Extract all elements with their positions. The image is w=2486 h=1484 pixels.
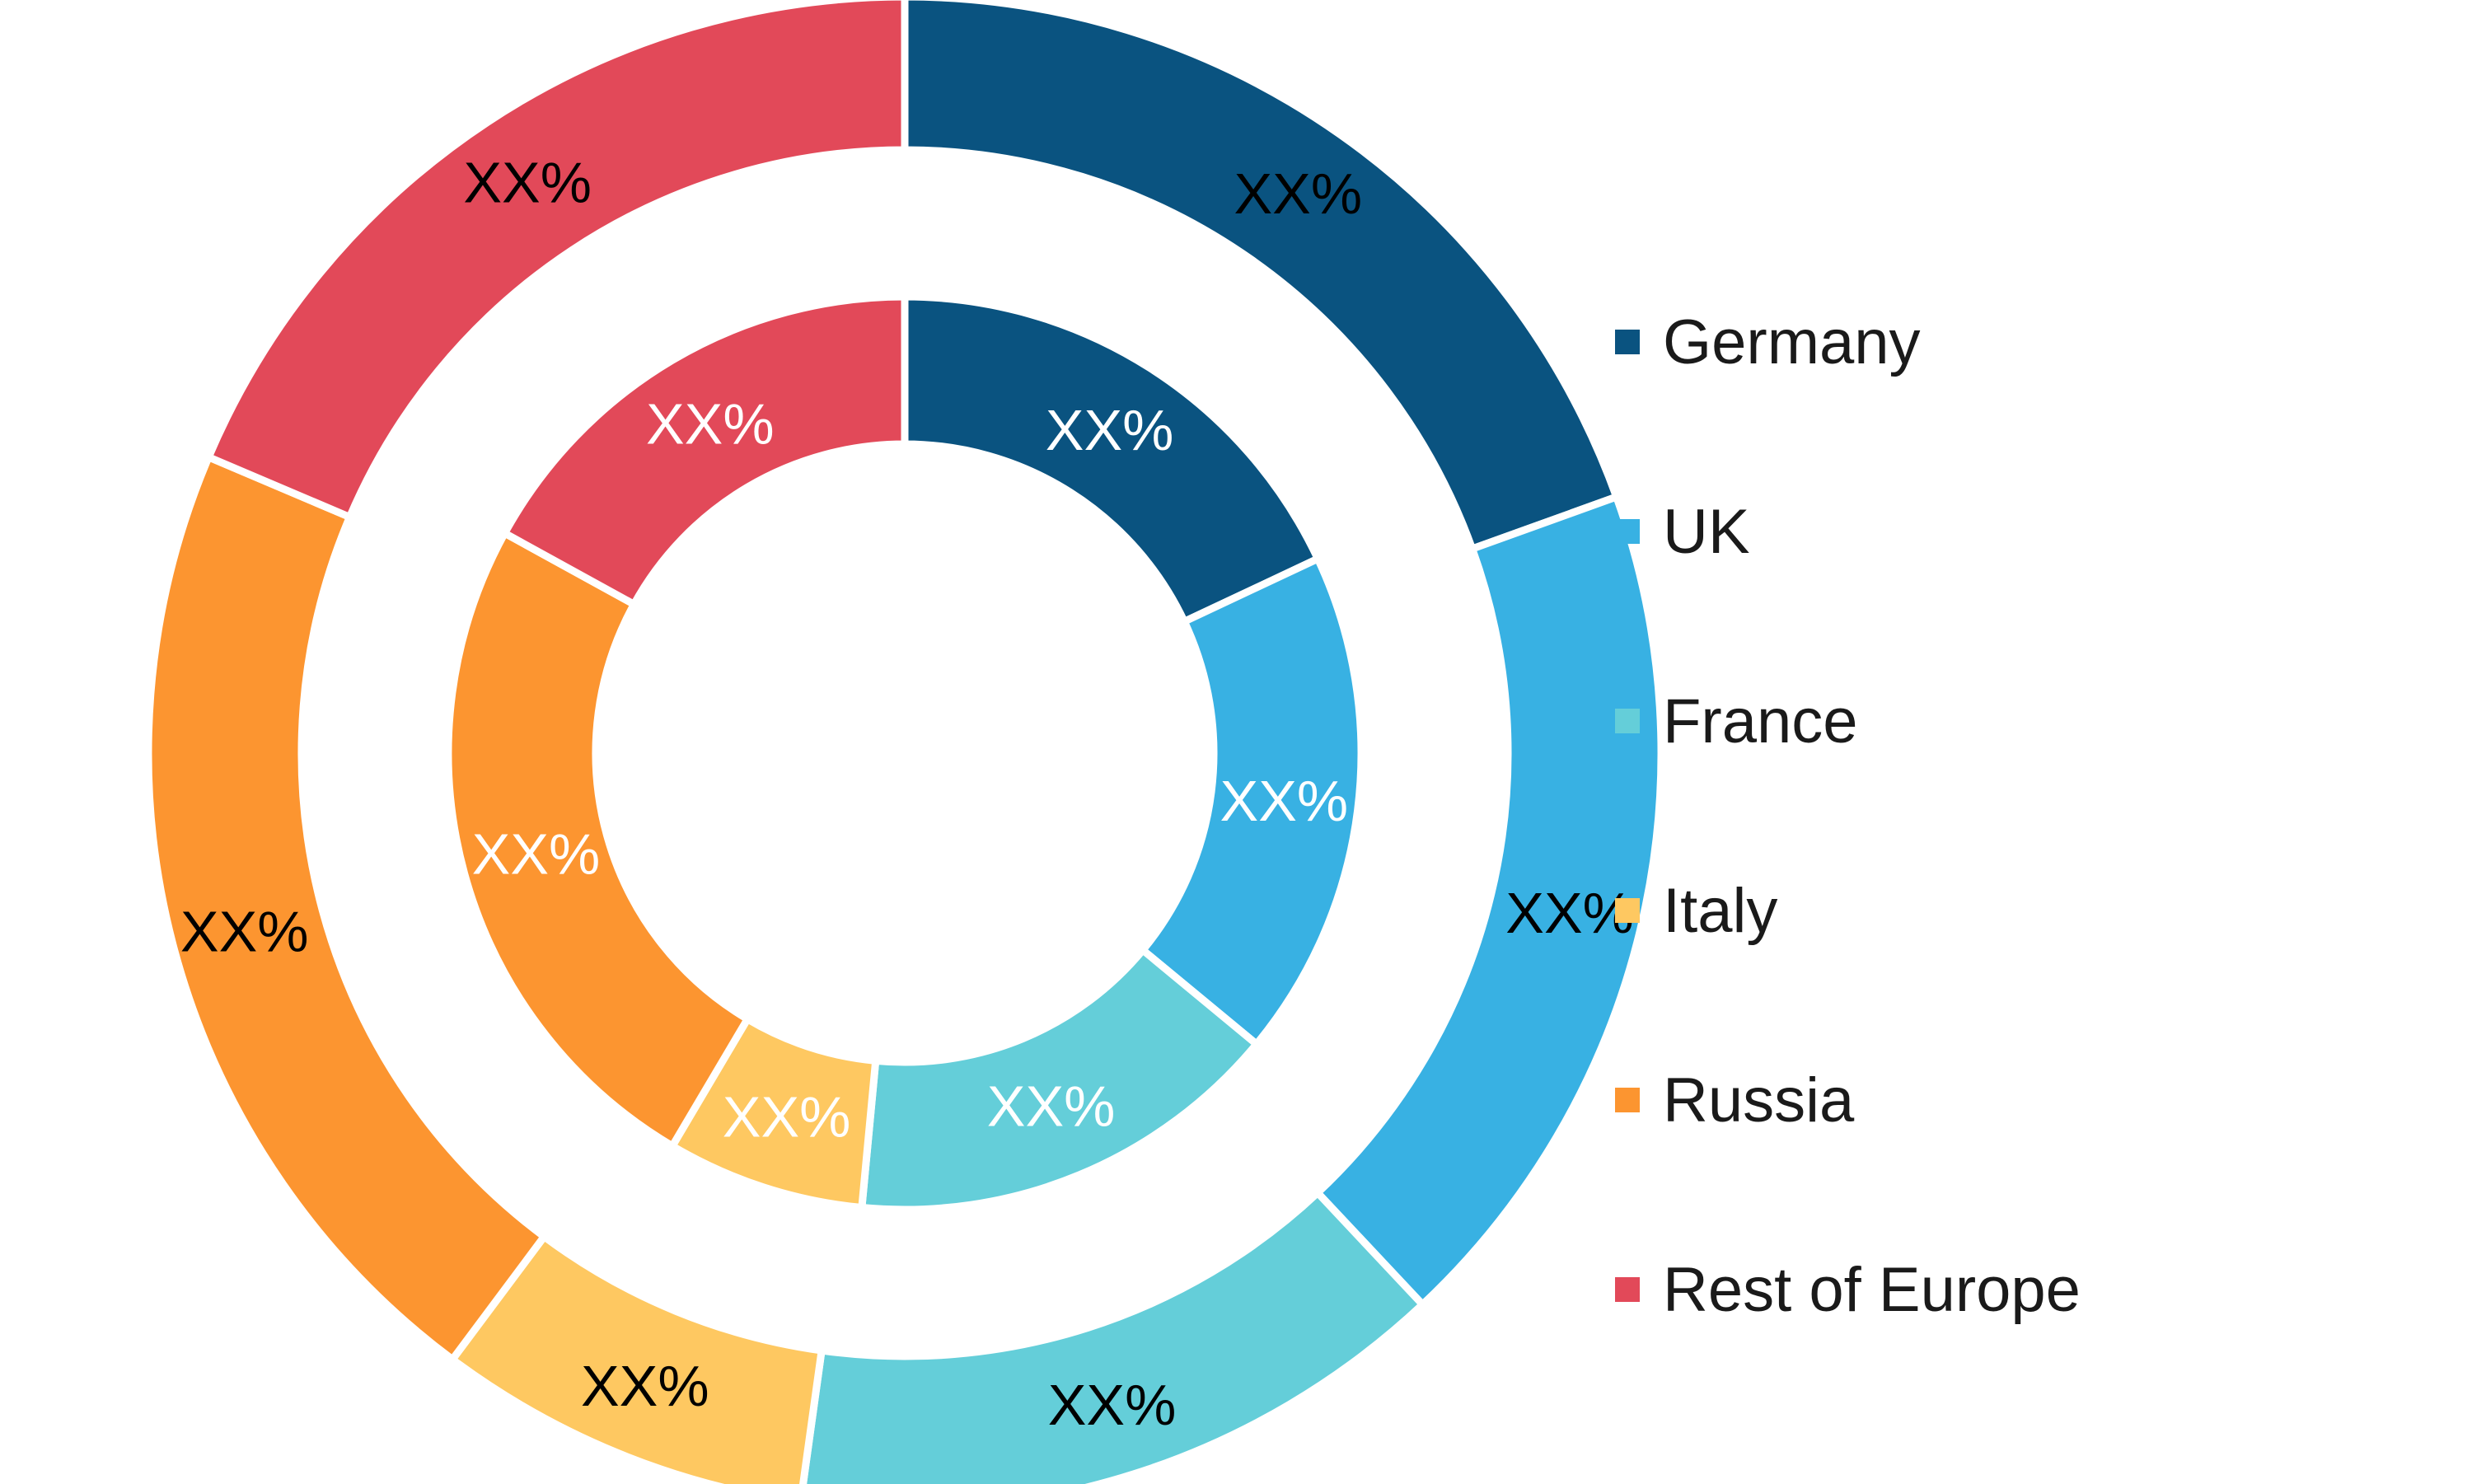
legend-item-rest-of-europe: Rest of Europe [1615, 1195, 2439, 1384]
legend-item-france: France [1615, 626, 2439, 816]
legend-item-germany: Germany [1615, 247, 2439, 437]
inner-slice-label-rest-of-europe: XX% [646, 392, 775, 456]
legend-label-france: France [1663, 686, 1858, 756]
inner-slice-uk [1137, 554, 1365, 1050]
outer-slice-france [799, 1187, 1428, 1484]
inner-slice-russia [444, 527, 753, 1152]
legend-label-russia: Russia [1663, 1065, 1855, 1135]
inner-slice-label-germany: XX% [1046, 398, 1174, 462]
legend-label-italy: Italy [1663, 875, 1778, 946]
legend-item-russia: Russia [1615, 1005, 2439, 1195]
outer-slice-germany [901, 0, 1622, 554]
legend-swatch-germany [1615, 330, 1640, 354]
outer-slice-label-rest-of-europe: XX% [463, 151, 592, 215]
legend-swatch-rest-of-europe [1615, 1277, 1640, 1302]
inner-slice-germany [901, 293, 1323, 627]
legend-label-uk: UK [1663, 496, 1750, 567]
outer-ring [144, 0, 1665, 1484]
legend-swatch-france [1615, 709, 1640, 733]
outer-slice-uk [1312, 492, 1665, 1310]
inner-slice-rest-of-europe [499, 293, 909, 610]
outer-slice-label-italy: XX% [581, 1354, 709, 1418]
inner-slice-label-italy: XX% [723, 1084, 851, 1149]
inner-slice-france [857, 944, 1262, 1214]
legend: Germany UK France Italy Russia Rest of E… [1615, 247, 2439, 1384]
legend-item-italy: Italy [1615, 816, 2439, 1005]
slice-labels: XX% XX% XX% XX% XX% XX% XX% XX% XX% XX% XX% XX% [180, 151, 1634, 1437]
legend-swatch-uk [1615, 519, 1640, 544]
outer-slice-label-france: XX% [1048, 1373, 1177, 1437]
outer-slice-label-germany: XX% [1234, 162, 1362, 226]
outer-slice-rest-of-europe [204, 0, 909, 522]
legend-label-rest-of-europe: Rest of Europe [1663, 1254, 2081, 1325]
inner-slice-label-france: XX% [987, 1074, 1116, 1139]
outer-slice-label-uk: XX% [1505, 881, 1634, 945]
legend-swatch-russia [1615, 1088, 1640, 1112]
inner-slice-label-russia: XX% [472, 822, 601, 886]
outer-slice-label-russia: XX% [180, 899, 309, 963]
legend-label-germany: Germany [1663, 307, 1921, 377]
legend-item-uk: UK [1615, 437, 2439, 626]
inner-slice-label-uk: XX% [1220, 769, 1349, 833]
legend-swatch-italy [1615, 898, 1640, 923]
inner-ring [444, 293, 1365, 1214]
outer-slice-russia [144, 452, 550, 1365]
